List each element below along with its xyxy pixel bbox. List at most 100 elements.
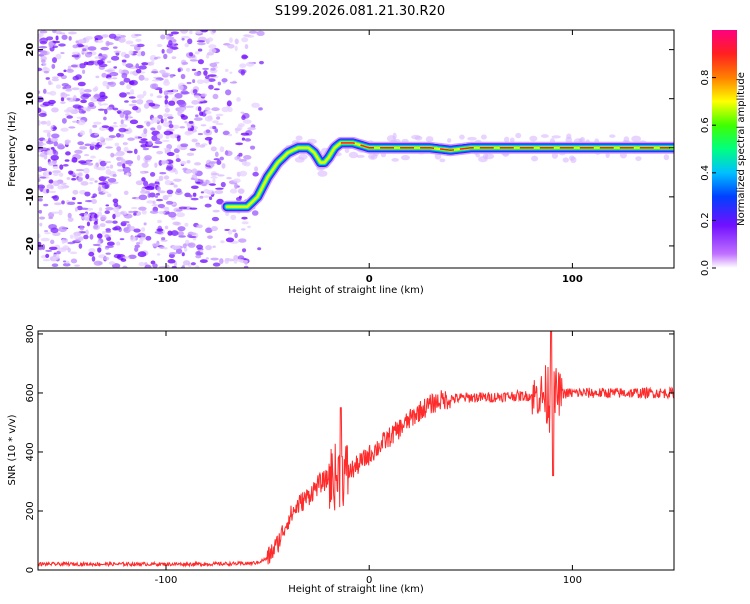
spectrogram-noise-blob bbox=[77, 81, 86, 87]
spectrogram-noise-blob bbox=[156, 253, 161, 256]
spectrogram-noise-blob bbox=[229, 37, 233, 43]
spectrogram-noise-blob bbox=[151, 204, 160, 207]
spectrogram-noise-blob bbox=[38, 107, 42, 113]
spectrogram-noise-blob bbox=[249, 145, 256, 150]
spectrogram-noise-blob bbox=[235, 258, 245, 262]
spectrogram-noise-blob bbox=[60, 127, 69, 132]
spectrogram-noise-blob bbox=[89, 128, 93, 135]
spectrogram-noise-blob bbox=[89, 234, 94, 240]
spectrogram-noise-blob bbox=[92, 224, 100, 231]
spectrogram-noise-blob bbox=[184, 130, 193, 136]
spectrogram-noise-blob bbox=[140, 138, 148, 141]
spectrogram-noise-blob bbox=[138, 65, 147, 70]
spectrogram-noise-blob bbox=[181, 61, 189, 65]
spectrogram-noise-blob bbox=[72, 189, 79, 195]
spectrogram-noise-blob bbox=[64, 159, 70, 162]
spectrogram-noise-blob bbox=[195, 143, 201, 148]
spectrogram-noise-blob bbox=[164, 104, 169, 108]
spectrogram-noise-blob bbox=[150, 127, 156, 131]
spectrogram-noise-blob bbox=[123, 77, 131, 83]
spectrogram-noise-blob bbox=[117, 156, 124, 161]
spectrogram-noise-blob bbox=[344, 147, 350, 154]
spectrogram-noise-blob bbox=[169, 131, 174, 135]
spectrogram-noise-blob bbox=[119, 111, 125, 118]
spectrogram-noise-blob bbox=[99, 103, 103, 106]
spectrogram-noise-blob bbox=[148, 140, 153, 146]
spectrogram-noise-blob bbox=[240, 69, 246, 76]
snr-xtick-label: 100 bbox=[563, 575, 582, 586]
spectrogram-noise-blob bbox=[181, 37, 185, 41]
spectrogram-noise-blob bbox=[190, 262, 196, 266]
spectrogram-noise-blob bbox=[155, 192, 161, 196]
spectrogram-noise-blob bbox=[94, 86, 99, 92]
spectrogram-noise-blob bbox=[46, 131, 51, 138]
spectrogram-noise-blob bbox=[142, 90, 147, 97]
spectrogram-noise-blob bbox=[79, 145, 86, 148]
spectrogram-noise-blob bbox=[173, 148, 180, 154]
spectrogram-noise-blob bbox=[52, 172, 59, 177]
spectrogram-noise-blob bbox=[227, 43, 235, 49]
spectrogram-noise-blob bbox=[50, 227, 59, 234]
spectrogram-noise-blob bbox=[168, 211, 177, 218]
spectrogram-noise-blob bbox=[153, 56, 158, 60]
colorbar: 0.0 0.2 0.4 0.6 0.8 Normalized spectral ampl… bbox=[700, 30, 747, 276]
spectrogram-noise-blob bbox=[112, 213, 116, 220]
spectrogram-noise-blob bbox=[67, 212, 72, 219]
spectrogram-noise-blob bbox=[156, 150, 164, 155]
spectrogram-noise-blob bbox=[211, 172, 220, 175]
spectrogram-noise-blob bbox=[99, 91, 106, 98]
spectrogram-noise-blob bbox=[258, 107, 263, 111]
spectrogram-noise-blob bbox=[187, 234, 192, 238]
spectrogram-noise-blob bbox=[70, 64, 78, 68]
spectrogram-noise-blob bbox=[125, 40, 134, 45]
spectrogram-noise-blob bbox=[185, 67, 191, 72]
spectrogram-noise-blob bbox=[156, 124, 162, 131]
snr-ytick-label: 0 bbox=[25, 567, 36, 573]
spectrogram-noise-blob bbox=[127, 137, 135, 141]
spectrogram-noise-blob bbox=[138, 194, 148, 201]
spectrogram-noise-blob bbox=[157, 203, 165, 209]
spectrogram-noise-blob bbox=[51, 57, 58, 63]
spectrogram-noise-blob bbox=[58, 172, 64, 177]
spectrogram-noise-blob bbox=[209, 126, 213, 130]
spectrogram-noise-blob bbox=[207, 37, 214, 42]
spectrogram-noise-blob bbox=[149, 54, 157, 61]
spectrogram-noise-blob bbox=[195, 265, 200, 268]
spectrogram-noise-blob bbox=[248, 30, 258, 34]
spectrogram-noise-blob bbox=[149, 172, 156, 177]
spectrogram-noise-blob bbox=[177, 68, 181, 73]
spectrogram-noise-blob bbox=[240, 132, 250, 136]
spectrogram-ridge-core bbox=[340, 142, 670, 152]
spectrogram-noise-blob bbox=[93, 121, 102, 125]
spectrogram-noise-blob bbox=[208, 196, 213, 201]
spectrogram-noise-blob bbox=[177, 231, 184, 236]
spectrogram-noise-blob bbox=[75, 168, 85, 172]
spectrogram-noise-blob bbox=[163, 113, 169, 118]
spectrogram-noise-blob bbox=[100, 46, 110, 51]
spectrogram-noise-blob bbox=[53, 253, 57, 258]
spectrogram-noise-blob bbox=[123, 213, 133, 219]
spectrogram-noise-blob bbox=[236, 97, 241, 102]
spectrogram-noise-blob bbox=[144, 154, 152, 161]
spectrogram-noise-blob bbox=[356, 154, 365, 158]
spectrogram-noise-blob bbox=[210, 146, 217, 152]
spectrogram-noise-blob bbox=[190, 185, 199, 190]
spectrogram-noise-blob bbox=[102, 80, 109, 87]
spectrogram-noise-blob bbox=[238, 238, 247, 243]
spectrogram-noise-blob bbox=[97, 247, 102, 253]
spectrogram-noise-blob bbox=[156, 43, 163, 48]
spectrogram-noise-blob bbox=[165, 200, 174, 205]
spectrogram-noise-blob bbox=[77, 44, 85, 47]
spectrogram-noise-blob bbox=[254, 166, 259, 172]
spectrogram-noise-blob bbox=[158, 175, 164, 181]
spectrogram-noise-blob bbox=[150, 83, 157, 89]
spectrogram-noise-blob bbox=[55, 35, 59, 41]
spectrogram-noise-blob bbox=[211, 216, 220, 222]
spectrogram-noise-blob bbox=[210, 226, 218, 232]
spectrogram-noise-blob bbox=[41, 244, 46, 250]
spectrogram-noise-blob bbox=[143, 128, 148, 135]
spectrogram-noise-blob bbox=[105, 168, 112, 175]
spectrogram-noise-blob bbox=[208, 44, 217, 49]
spectrogram-noise-blob bbox=[172, 221, 181, 226]
spectrogram-noise-blob bbox=[106, 60, 112, 64]
